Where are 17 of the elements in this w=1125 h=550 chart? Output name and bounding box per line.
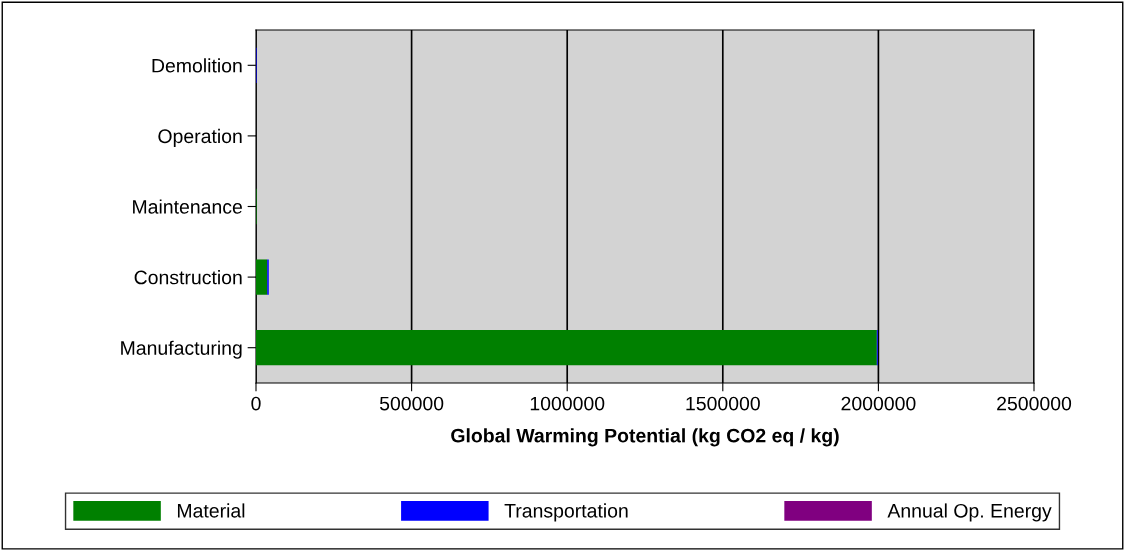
- y-tick-label: Construction: [134, 270, 242, 285]
- x-tick-label: 1500000: [686, 396, 760, 411]
- x-tick-label: 2500000: [997, 396, 1072, 411]
- x-tick-label: 500000: [379, 396, 444, 411]
- legend-label: Annual Op. Energy: [887, 503, 1052, 522]
- y-tick-label: Demolition: [152, 58, 242, 73]
- legend-label: Transportation: [504, 503, 628, 522]
- x-tick-label: 1000000: [530, 396, 605, 411]
- x-axis-title: Global Warming Potential (kg CO2 eq / kg): [451, 428, 839, 447]
- bar: [256, 259, 268, 295]
- y-tick-label: Operation: [158, 128, 242, 147]
- x-tick-label: 2000000: [841, 396, 916, 411]
- bar: [256, 330, 877, 366]
- x-tick-label: 0: [251, 396, 261, 411]
- y-tick-label: Manufacturing: [121, 340, 242, 359]
- legend-label: Material: [177, 503, 245, 518]
- y-tick-label: Maintenance: [133, 199, 242, 214]
